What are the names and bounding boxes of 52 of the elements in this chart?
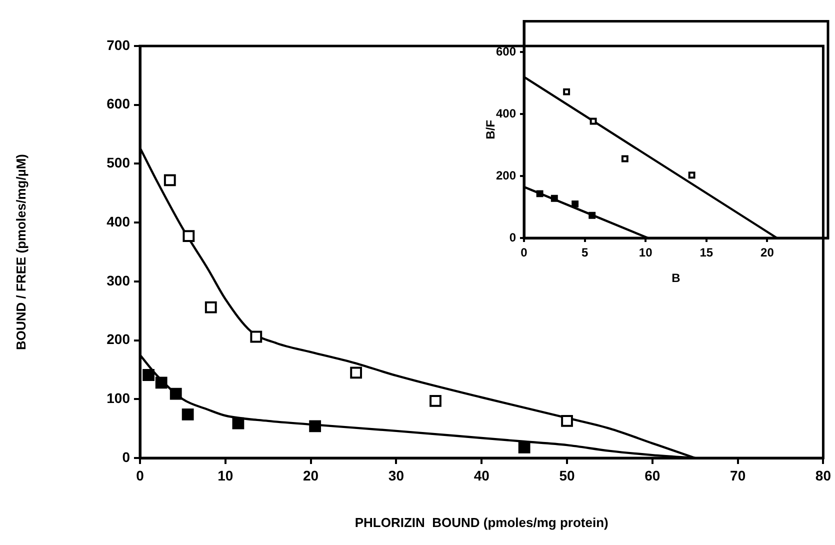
point	[350, 366, 362, 379]
x-tick-label: 60	[644, 467, 660, 484]
point	[232, 417, 244, 430]
y-axis-title: BOUND / FREE (pmoles/mg/µM)	[13, 154, 28, 350]
x-tick-label: 0	[136, 467, 144, 484]
point	[164, 174, 176, 186]
x-tick-label: 5	[581, 246, 588, 260]
x-tick-label: 10	[218, 467, 234, 484]
y-tick-label: 100	[106, 390, 130, 406]
point	[572, 200, 579, 208]
x-axis-title: PHLORIZIN BOUND (pmoles/mg protein)	[354, 514, 608, 530]
point	[621, 155, 628, 162]
x-tick-label: 40	[474, 467, 490, 484]
x-tick-label: 30	[388, 467, 404, 484]
x-tick-label: 50	[559, 467, 576, 484]
point	[590, 118, 597, 125]
point	[518, 441, 530, 454]
point	[563, 88, 570, 96]
point	[588, 212, 596, 219]
point	[430, 394, 442, 407]
x-tick-label: 10	[638, 246, 653, 260]
point	[182, 230, 195, 242]
y-tick-label: 200	[106, 331, 130, 348]
point	[170, 388, 182, 400]
point	[688, 172, 696, 179]
point	[250, 330, 262, 343]
y-tick-label: 600	[106, 96, 130, 112]
x-tick-label: 70	[730, 467, 746, 484]
point	[561, 414, 573, 427]
y-axis-title: B/F	[484, 120, 498, 140]
y-tick-label: 400	[496, 106, 516, 120]
y-tick-label: 500	[106, 154, 130, 171]
x-tick-label: 15	[700, 246, 714, 260]
y-tick-label: 200	[496, 168, 516, 182]
x-tick-label: 20	[303, 467, 319, 484]
point	[155, 376, 168, 389]
y-tick-label: 700	[106, 36, 130, 53]
point	[182, 408, 194, 420]
x-tick-label: 0	[520, 246, 528, 260]
x-tick-label: 80	[815, 467, 832, 484]
x-tick-label: 20	[760, 246, 774, 260]
y-tick-label: 400	[106, 213, 130, 230]
point	[536, 190, 544, 198]
y-tick-label: 600	[496, 44, 516, 58]
x-axis-title: B	[672, 271, 681, 286]
point	[550, 194, 558, 202]
point	[204, 301, 217, 314]
y-tick-label: 300	[106, 272, 130, 288]
point	[309, 420, 322, 432]
y-tick-label: 0	[122, 448, 130, 465]
point	[142, 369, 154, 381]
y-tick-label: 0	[509, 230, 516, 244]
